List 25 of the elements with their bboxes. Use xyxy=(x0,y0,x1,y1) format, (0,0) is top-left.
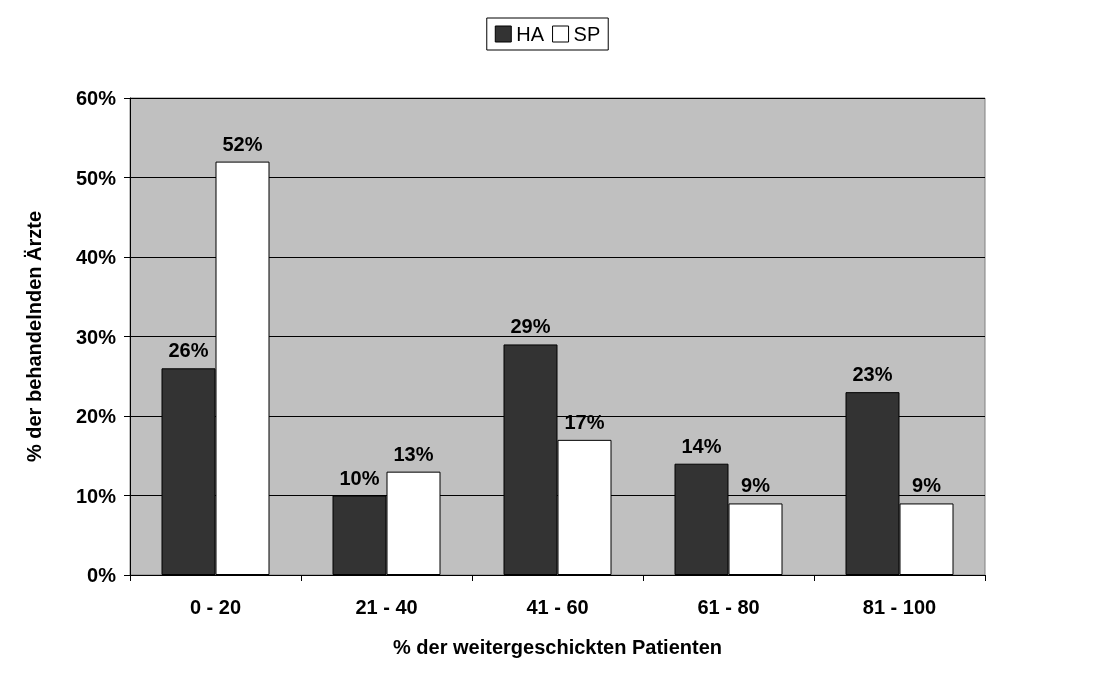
y-tick-label: 40% xyxy=(75,246,117,268)
data-label: 23% xyxy=(852,363,893,386)
x-tick-label: 61 - 80 xyxy=(697,596,760,618)
data-label: 26% xyxy=(168,339,209,362)
y-tick-label: 50% xyxy=(75,166,117,189)
x-tick-label: 0 - 20 xyxy=(189,596,242,618)
y-tick-label: 60% xyxy=(75,87,117,109)
y-tick-label: 20% xyxy=(75,405,117,427)
legend-label: SP xyxy=(573,23,601,45)
y-tick-label: 0% xyxy=(87,564,117,586)
x-tick-label: 81 - 100 xyxy=(862,596,937,618)
y-axis-title: % der behandelnden Ärzte xyxy=(23,210,45,463)
x-tick-label: 21 - 40 xyxy=(355,596,418,618)
data-label: 14% xyxy=(681,434,722,457)
data-label: 13% xyxy=(393,442,434,465)
legend-label: HA xyxy=(516,23,545,45)
y-tick-label: 30% xyxy=(75,325,117,348)
data-label: 9% xyxy=(912,474,942,497)
x-axis-title: % der weitergeschickten Patienten xyxy=(392,636,723,658)
y-tick-label: 10% xyxy=(75,484,117,507)
data-label: 9% xyxy=(741,474,771,497)
data-label: 10% xyxy=(339,466,380,489)
x-tick-label: 41 - 60 xyxy=(526,596,589,618)
data-label: 52% xyxy=(222,132,263,155)
data-label: 29% xyxy=(510,315,551,338)
